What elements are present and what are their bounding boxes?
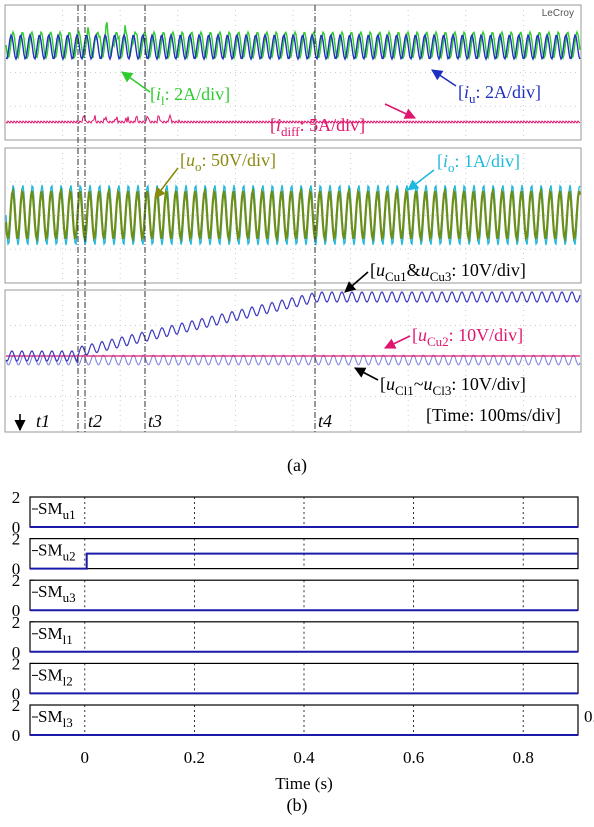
y-tick-label: 0 [12, 726, 21, 745]
label-part: ~ [414, 374, 424, 394]
label-part: : 50V/div] [202, 150, 277, 170]
x-tick-label: 0.6 [403, 748, 424, 767]
time-mark: t4 [318, 411, 332, 431]
label-part: Cl1 [395, 383, 414, 398]
y-tick-label: 2 [12, 571, 21, 590]
label-part: & [407, 260, 421, 280]
time-mark: t3 [148, 411, 162, 431]
label: [Time: 100ms/div] [426, 405, 561, 425]
label-part: l3 [63, 715, 73, 730]
y-tick-label: 2 [12, 488, 21, 507]
label-part: : 2A/div] [476, 82, 542, 102]
label-part: SM [38, 582, 63, 601]
label-part: u3 [63, 590, 76, 605]
annotation: 0.0035 [584, 707, 594, 726]
label-part: u [386, 374, 395, 394]
label-part: Cu2 [427, 334, 449, 349]
y-tick-label: 2 [12, 654, 21, 673]
y-tick-label: 2 [12, 613, 21, 632]
label-part: u [421, 260, 430, 280]
label-part: u [418, 325, 427, 345]
label-part: l2 [63, 673, 73, 688]
x-tick-label: 0.8 [513, 748, 534, 767]
x-tick-label: 0.2 [184, 748, 205, 767]
label-part: SM [38, 624, 63, 643]
y-tick-label: 2 [12, 696, 21, 715]
page: {"figure_a": {"brand": "LeCroy", "labels… [0, 0, 594, 827]
label-part: SM [38, 541, 63, 560]
x-tick-label: 0.4 [293, 748, 315, 767]
label-part: : 10V/div] [451, 374, 526, 394]
caption: (a) [287, 455, 307, 476]
label-part: Cu1 [385, 269, 407, 284]
x-label: Time (s) [275, 774, 332, 793]
label-part: Cu3 [430, 269, 452, 284]
label-part: : 5A/div] [300, 115, 366, 135]
caption: (b) [287, 795, 308, 816]
label-part: u [376, 260, 385, 280]
figure: LeCroy [il: 2A/div] [idiff: 5A/div] [iu:… [0, 0, 594, 827]
label-part: Cl3 [433, 383, 452, 398]
label-part: SM [38, 499, 63, 518]
label-part: : 10V/div] [451, 260, 526, 280]
label-part: u [186, 150, 195, 170]
label-part: : 2A/div] [165, 84, 231, 104]
label-part: SM [38, 707, 63, 726]
y-tick-label: 2 [12, 530, 21, 549]
label-part: : 1A/div] [455, 151, 521, 171]
x-tick-label: 0 [81, 748, 90, 767]
oscilloscope: LeCroy [5, 5, 581, 432]
label-part: l1 [63, 632, 73, 647]
label-part: diff [281, 124, 300, 139]
label-part: u1 [63, 507, 76, 522]
label-part: [Time: 100ms/div] [426, 405, 561, 425]
time-mark: t2 [88, 411, 102, 431]
label-part: u [424, 374, 433, 394]
label-part: : 10V/div] [449, 325, 524, 345]
label-part: u2 [63, 549, 76, 564]
label-part: SM [38, 665, 63, 684]
brand: LeCroy [542, 8, 574, 19]
time-mark: t1 [36, 411, 50, 431]
